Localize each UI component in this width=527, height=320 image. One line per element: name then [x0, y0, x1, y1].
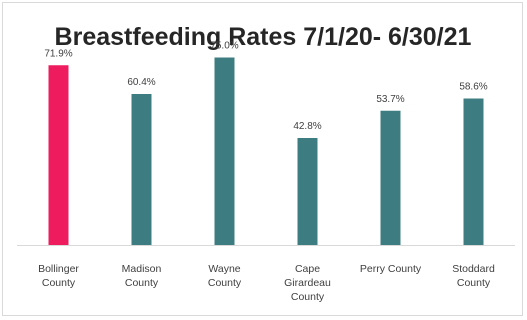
category-label-1: Madison County [122, 263, 162, 289]
value-label-3: 42.8% [293, 121, 321, 132]
category-label-2: Wayne County [208, 263, 242, 289]
bar-4 [380, 110, 401, 245]
value-label-5: 58.6% [459, 82, 487, 93]
value-label-1: 60.4% [127, 77, 155, 88]
category-label-0: Bollinger County [38, 263, 79, 289]
labels-group: 71.9% Bollinger County 60.4% Madison County 75… [38, 41, 495, 304]
bar-chart: Breastfeeding Rates 7/1/20- 6/30/21 71.9… [17, 23, 515, 304]
bar-2 [214, 57, 235, 245]
category-label-3: Cape Girardeau County [284, 263, 331, 303]
category-label-4: Perry County [360, 263, 422, 275]
chart-container: Breastfeeding Rates 7/1/20- 6/30/21 71.9… [2, 2, 523, 316]
bar-5 [463, 98, 484, 245]
category-label-5: Stoddard County [452, 263, 495, 289]
bar-1 [131, 94, 152, 245]
bar-3 [297, 138, 318, 245]
value-label-4: 53.7% [376, 94, 404, 105]
value-label-2: 75.0% [210, 41, 238, 52]
value-label-0: 71.9% [44, 48, 72, 59]
chart-title: Breastfeeding Rates 7/1/20- 6/30/21 [55, 23, 472, 51]
bars-group [48, 57, 484, 245]
bar-0 [48, 65, 69, 245]
